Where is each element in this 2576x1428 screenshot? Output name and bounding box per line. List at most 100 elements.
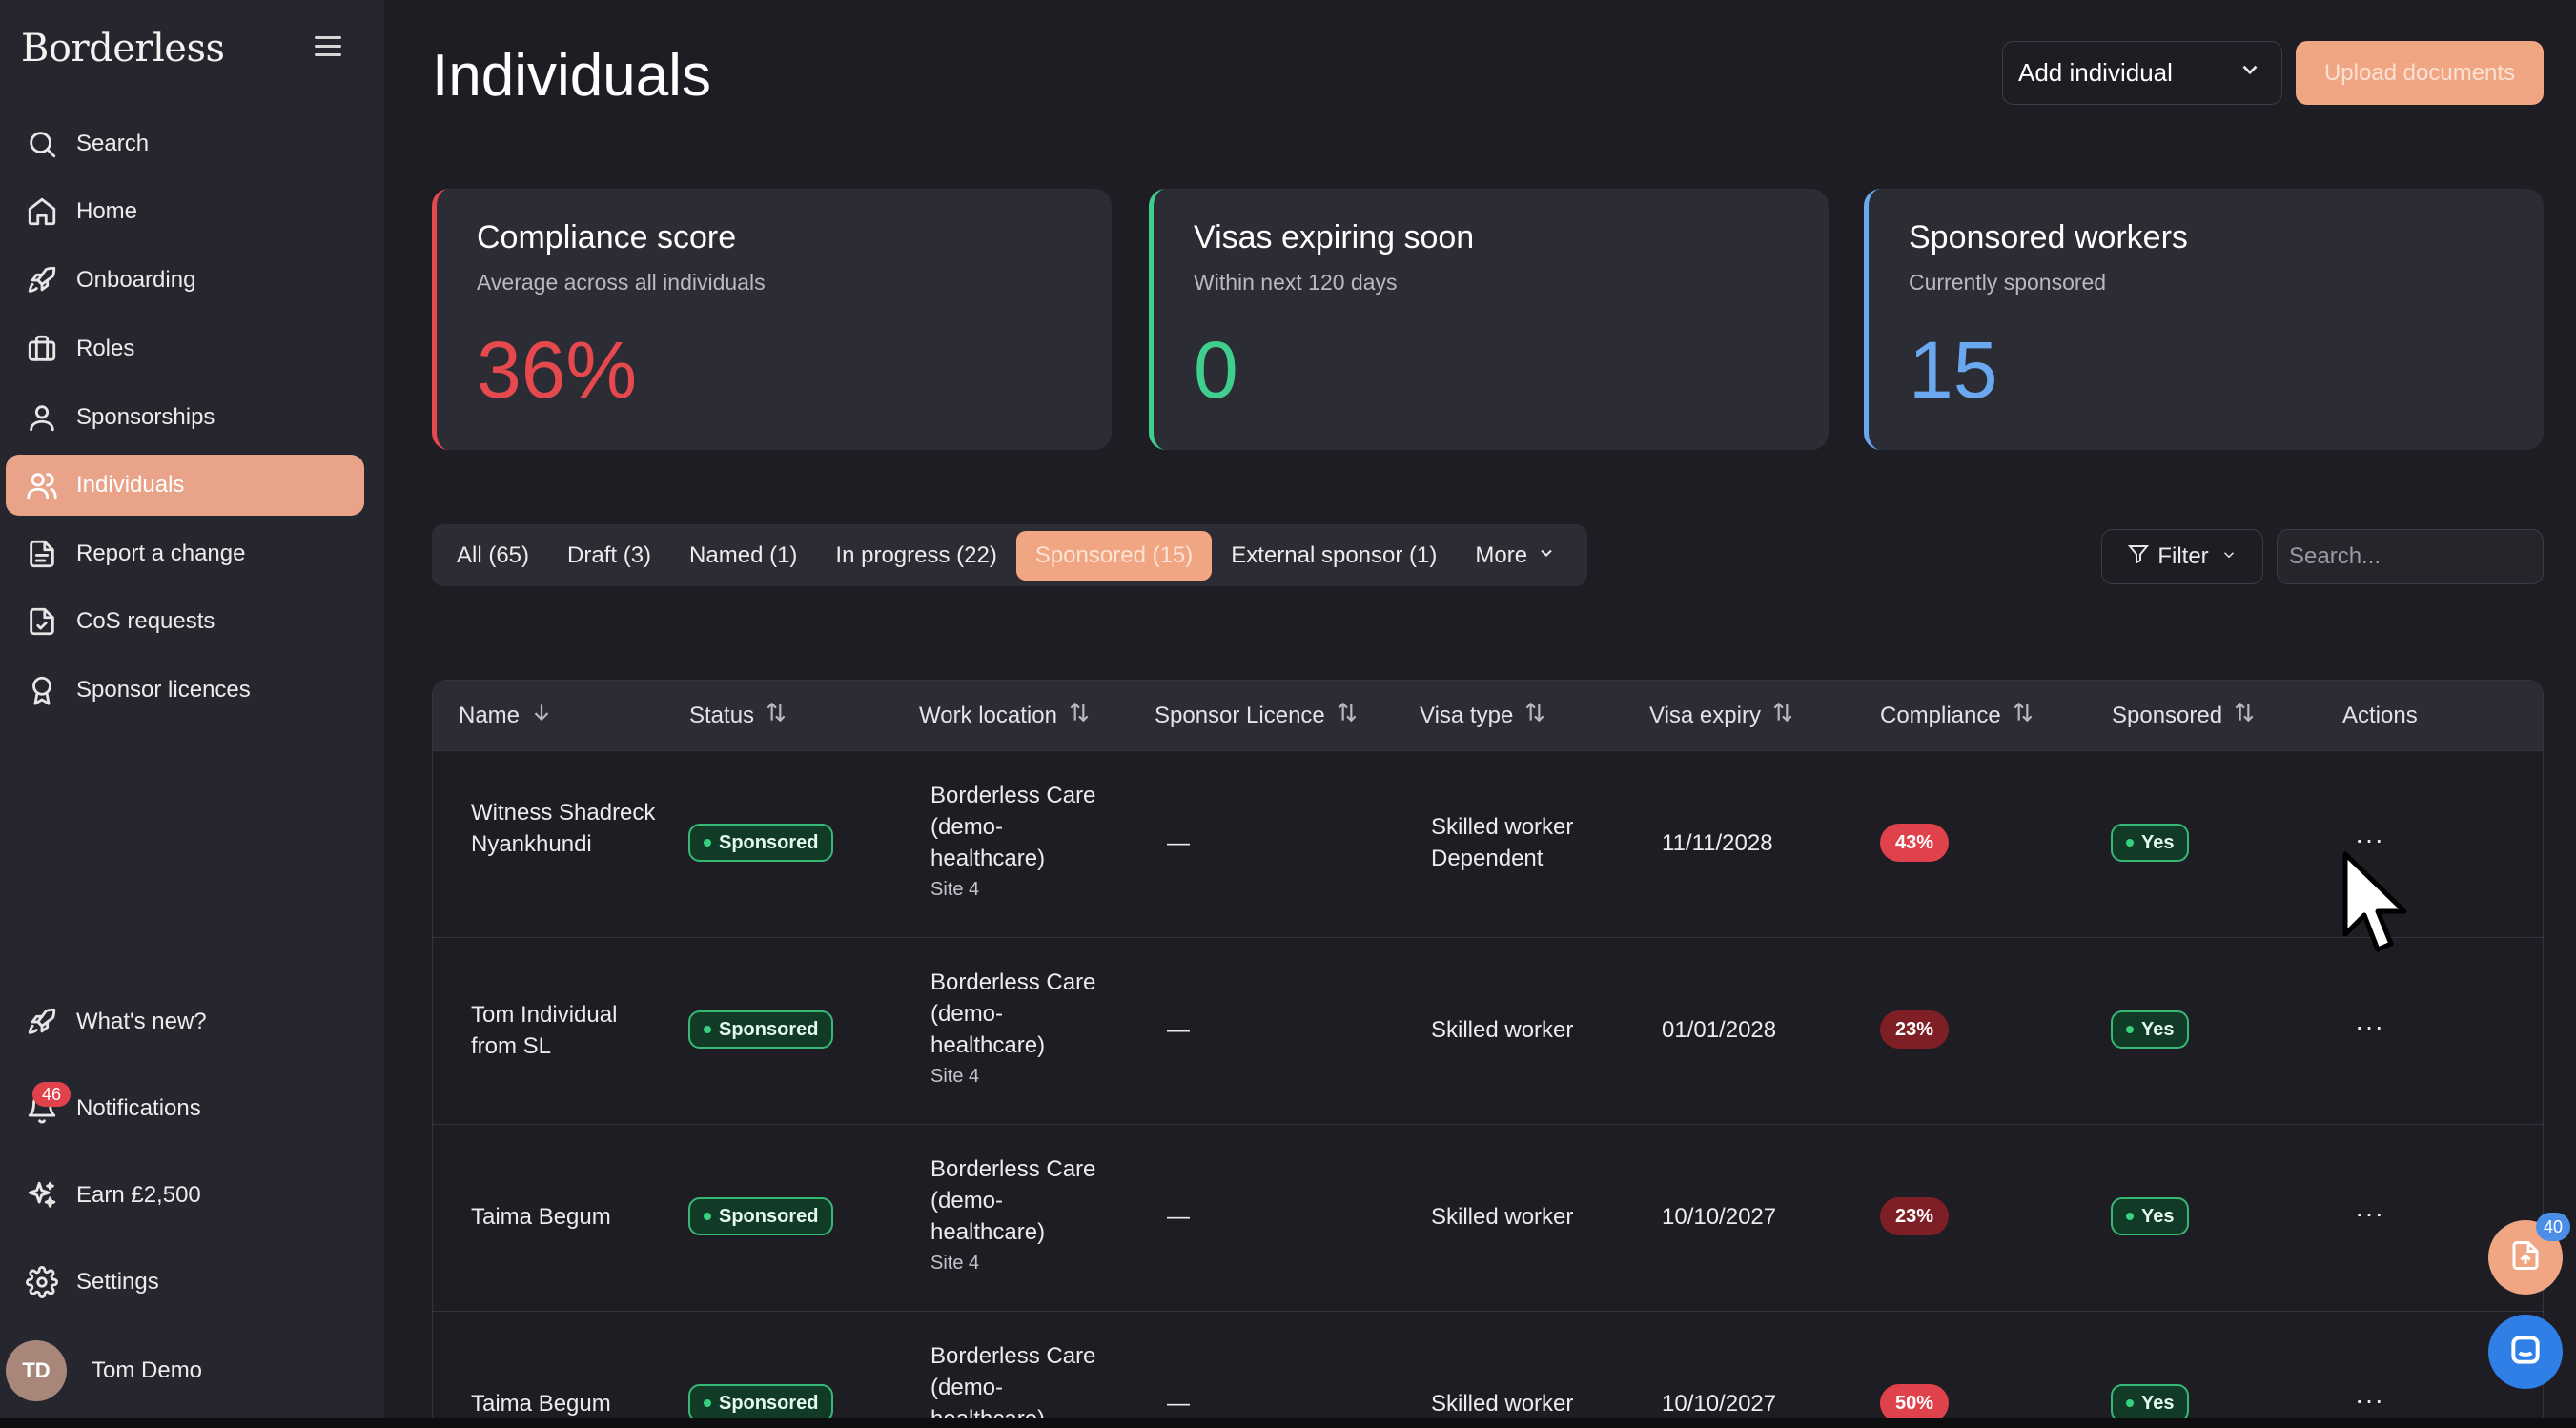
cell-visa-type: Skilled worker	[1431, 1391, 1574, 1417]
table-row[interactable]: Taima Begum Sponsored Borderless Care (d…	[433, 1311, 2543, 1428]
tab-sponsored[interactable]: Sponsored (15)	[1015, 530, 1213, 581]
column-label: Compliance	[1880, 702, 2001, 728]
column-header-actions: Actions	[2342, 702, 2418, 728]
card-subtitle: Within next 120 days	[1194, 270, 1398, 295]
cell-sponsor-licence: —	[1167, 830, 1190, 856]
filter-button[interactable]: Filter	[2101, 529, 2263, 584]
sidebar-item-label: Notifications	[76, 1095, 201, 1121]
location-name: Borderless Care (demo-healthcare)	[930, 1156, 1096, 1245]
sponsored-badge: Yes	[2111, 1384, 2190, 1422]
location-name: Borderless Care (demo-healthcare)	[930, 1343, 1096, 1428]
file-check-icon	[25, 604, 59, 639]
cell-sponsored: Yes	[2111, 1384, 2190, 1422]
column-header-visa-expiry[interactable]: Visa expiry	[1649, 681, 1795, 750]
column-label: Work location	[919, 702, 1057, 728]
cell-visa-expiry: 10/10/2027	[1662, 1391, 1777, 1417]
sidebar-item-whats-new[interactable]: What's new?	[6, 991, 364, 1052]
sidebar-item-sponsorships[interactable]: Sponsorships	[6, 387, 364, 448]
cell-compliance: 50%	[1880, 1384, 1950, 1422]
location-name: Borderless Care (demo-healthcare)	[930, 783, 1096, 871]
rocket-icon	[25, 263, 59, 297]
cell-status: Sponsored	[688, 1197, 834, 1235]
cell-visa-type: Skilled worker Dependent	[1431, 814, 1574, 871]
sidebar-item-notifications[interactable]: Notifications 46	[6, 1078, 364, 1139]
sidebar-item-label: What's new?	[76, 1009, 207, 1034]
sponsored-badge: Yes	[2111, 1010, 2190, 1049]
search-input[interactable]	[2277, 529, 2544, 584]
tab-named[interactable]: Named (1)	[689, 541, 798, 568]
cell-name: Witness Shadreck Nyankhundi	[471, 800, 656, 857]
row-actions-button[interactable]: ···	[2355, 1011, 2384, 1041]
cell-sponsored: Yes	[2111, 824, 2190, 862]
table-row[interactable]: Taima Begum Sponsored Borderless Care (d…	[433, 1124, 2543, 1311]
compliance-score-card: Compliance score Average across all indi…	[432, 189, 1112, 450]
add-individual-select[interactable]: Add individual	[2002, 41, 2282, 105]
compliance-badge: 50%	[1880, 1384, 1950, 1422]
sidebar-item-report-change[interactable]: Report a change	[6, 523, 364, 584]
user-profile[interactable]: TD Tom Demo	[6, 1338, 202, 1403]
sidebar-item-label: Earn £2,500	[76, 1182, 201, 1208]
sidebar-item-settings[interactable]: Settings	[6, 1252, 364, 1313]
sidebar-item-onboarding[interactable]: Onboarding	[6, 250, 364, 311]
sparkles-icon	[25, 1178, 59, 1213]
user-name: Tom Demo	[92, 1357, 203, 1383]
sidebar-item-earn[interactable]: Earn £2,500	[6, 1165, 364, 1226]
location-site: Site 4	[930, 879, 980, 900]
cell-compliance: 23%	[1880, 1197, 1950, 1235]
sort-icon	[2222, 700, 2257, 731]
location-site: Site 4	[930, 1066, 980, 1087]
tab-more[interactable]: More	[1456, 531, 1575, 581]
cell-visa-type: Skilled worker	[1431, 1017, 1574, 1043]
column-header-status[interactable]: Status	[689, 681, 788, 750]
cell-work-location: Borderless Care (demo-healthcare)	[930, 1340, 1102, 1428]
cell-sponsor-licence: —	[1167, 1204, 1190, 1230]
sidebar-item-sponsor-licences[interactable]: Sponsor licences	[6, 660, 364, 721]
sort-icon	[754, 700, 788, 731]
sidebar: Borderless Search Home Onboarding Roles …	[0, 0, 384, 1428]
chat-widget-button[interactable]	[2488, 1315, 2563, 1389]
sponsored-badge: Yes	[2111, 1197, 2190, 1235]
tab-external-sponsor[interactable]: External sponsor (1)	[1231, 541, 1438, 568]
sidebar-item-search[interactable]: Search	[6, 113, 364, 174]
tab-all[interactable]: All (65)	[457, 541, 530, 568]
status-badge: Sponsored	[688, 824, 834, 862]
cell-sponsor-licence: —	[1167, 1017, 1190, 1043]
cell-visa-expiry: 11/11/2028	[1662, 830, 1773, 856]
cell-work-location: Borderless Care (demo-healthcare) Site 4	[930, 780, 1102, 906]
row-actions-button[interactable]: ···	[2355, 825, 2384, 854]
column-header-name[interactable]: Name	[459, 681, 554, 750]
table-row[interactable]: Tom Individual from SL Sponsored Borderl…	[433, 937, 2543, 1124]
sort-icon	[1325, 700, 1360, 731]
sidebar-item-cos-requests[interactable]: CoS requests	[6, 591, 364, 652]
table-row[interactable]: Witness Shadreck Nyankhundi Sponsored Bo…	[433, 750, 2543, 937]
row-actions-button[interactable]: ···	[2355, 1385, 2384, 1415]
table-header: Name Status Work location Sponsor Licenc…	[433, 681, 2543, 750]
sidebar-item-individuals[interactable]: Individuals	[6, 455, 364, 516]
bottom-edge	[0, 1418, 2576, 1428]
sidebar-item-roles[interactable]: Roles	[6, 318, 364, 379]
column-label: Visa type	[1420, 702, 1514, 728]
card-value: 0	[1194, 325, 1238, 415]
tab-in-progress[interactable]: In progress (22)	[835, 541, 997, 568]
column-header-visa-type[interactable]: Visa type	[1420, 681, 1547, 750]
mouse-cursor-icon	[2342, 851, 2407, 952]
cell-status: Sponsored	[688, 1010, 834, 1049]
card-subtitle: Average across all individuals	[477, 270, 766, 295]
column-header-compliance[interactable]: Compliance	[1880, 681, 2035, 750]
menu-icon[interactable]	[315, 36, 341, 59]
cell-sponsored: Yes	[2111, 1010, 2190, 1049]
column-header-sponsor-licence[interactable]: Sponsor Licence	[1155, 681, 1360, 750]
document-icon	[25, 537, 59, 571]
upload-documents-button[interactable]: Upload documents	[2296, 41, 2544, 105]
card-title: Sponsored workers	[1909, 219, 2188, 255]
users-icon	[25, 468, 59, 502]
column-header-work-location[interactable]: Work location	[919, 681, 1092, 750]
notification-badge: 46	[32, 1082, 71, 1107]
card-value: 36%	[477, 325, 638, 415]
card-title: Visas expiring soon	[1194, 219, 1475, 255]
row-actions-button[interactable]: ···	[2355, 1198, 2384, 1228]
sidebar-item-home[interactable]: Home	[6, 181, 364, 242]
tab-draft[interactable]: Draft (3)	[567, 541, 652, 568]
sort-icon	[1513, 700, 1547, 731]
column-header-sponsored[interactable]: Sponsored	[2112, 681, 2257, 750]
